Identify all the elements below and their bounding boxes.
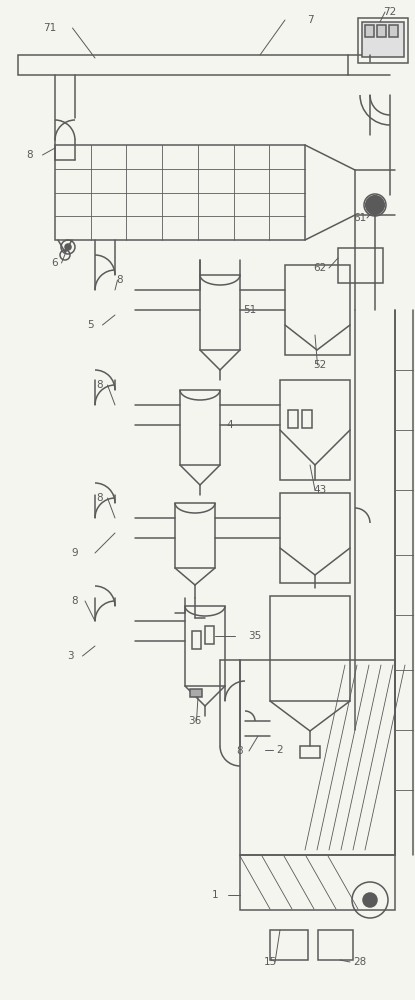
Bar [358,18,408,63]
Bar [55,145,305,240]
Text: 52: 52 [313,360,327,370]
Text: 8: 8 [72,596,78,606]
Bar [365,25,374,37]
Text: 8: 8 [27,150,33,160]
Text: 71: 71 [44,23,56,33]
Bar [338,248,383,283]
Bar [192,631,201,649]
Bar [280,380,350,480]
Text: 43: 43 [313,485,327,495]
Text: 5: 5 [87,320,93,330]
Circle shape [366,196,384,214]
Bar [190,689,202,697]
Circle shape [363,893,377,907]
Text: 8: 8 [117,275,123,285]
Bar [302,410,312,428]
Bar [362,22,404,57]
Bar [185,606,225,686]
Text: 8: 8 [237,746,243,756]
Text: 61: 61 [354,213,366,223]
Text: 6: 6 [52,258,59,268]
Text: 2: 2 [277,745,283,755]
Bar [270,930,308,960]
Text: 3: 3 [67,651,73,661]
Text: 8: 8 [97,380,103,390]
Bar [180,390,220,465]
Text: 4: 4 [227,420,233,430]
Circle shape [65,244,71,250]
Text: 8: 8 [97,493,103,503]
Bar [300,746,320,758]
Text: 9: 9 [72,548,78,558]
Text: 51: 51 [243,305,256,315]
Text: 1: 1 [212,890,218,900]
Bar [389,25,398,37]
Bar [280,493,350,583]
Text: 36: 36 [188,716,202,726]
Bar [377,25,386,37]
Bar [240,660,395,855]
Bar [285,265,350,355]
Bar [318,930,353,960]
Bar [175,503,215,568]
Bar [205,626,214,644]
Text: 72: 72 [383,7,397,17]
Bar [200,275,240,350]
Text: 7: 7 [307,15,313,25]
Bar [270,596,350,701]
Bar [240,855,395,910]
Text: 35: 35 [248,631,261,641]
Text: 28: 28 [354,957,366,967]
Bar [288,410,298,428]
Text: 15: 15 [264,957,277,967]
Bar [18,55,348,75]
Text: 62: 62 [313,263,327,273]
